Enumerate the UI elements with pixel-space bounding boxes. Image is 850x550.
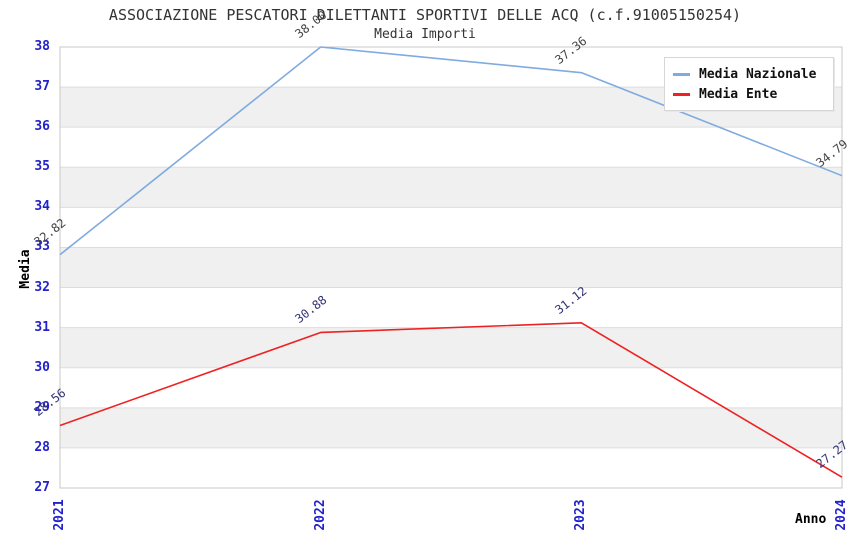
nazionale-line-marker-icon <box>673 72 690 76</box>
legend: Media Nazionale Media Ente <box>664 57 834 111</box>
ente-line-marker-icon <box>673 92 690 96</box>
legend-item-ente: Media Ente <box>673 84 825 104</box>
legend-item-nazionale: Media Nazionale <box>673 64 825 84</box>
x-axis-title: Anno <box>795 512 827 527</box>
chart-title: ASSOCIAZIONE PESCATORI DILETTANTI SPORTI… <box>108 6 742 24</box>
legend-label-nazionale: Media Nazionale <box>699 66 817 82</box>
chart-subtitle: Media Importi <box>374 27 476 42</box>
y-axis-title: Media <box>18 249 33 289</box>
legend-label-ente: Media Ente <box>699 86 778 102</box>
